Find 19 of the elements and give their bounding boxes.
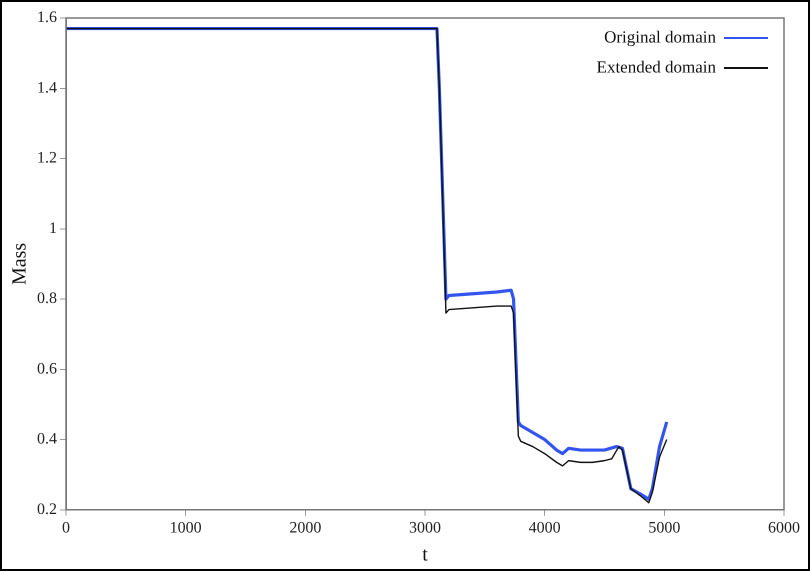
y-tick-label: 1.4 [37, 79, 57, 96]
x-tick-label: 6000 [768, 520, 800, 537]
x-tick-label: 1000 [170, 520, 202, 537]
x-tick-label: 0 [62, 520, 70, 537]
y-tick-label: 0.4 [37, 430, 57, 448]
y-tick-label: 0.8 [37, 290, 57, 308]
legend-label: Original domain [604, 27, 716, 46]
x-tick-label: 5000 [648, 520, 680, 537]
y-tick-label: 1.6 [37, 9, 57, 26]
y-axis-title: Mass [8, 242, 30, 286]
legend-label: Extended domain [596, 57, 716, 76]
x-tick-label: 2000 [289, 520, 322, 537]
x-tick-label: 4000 [528, 520, 561, 537]
y-tick-label: 1 [49, 220, 57, 237]
y-tick-label: 0.6 [37, 360, 57, 378]
y-tick-label: 1.2 [37, 150, 57, 167]
x-axis-title: t [422, 543, 428, 566]
x-tick-label: 3000 [409, 520, 441, 537]
y-tick-label: 0.2 [37, 501, 57, 518]
